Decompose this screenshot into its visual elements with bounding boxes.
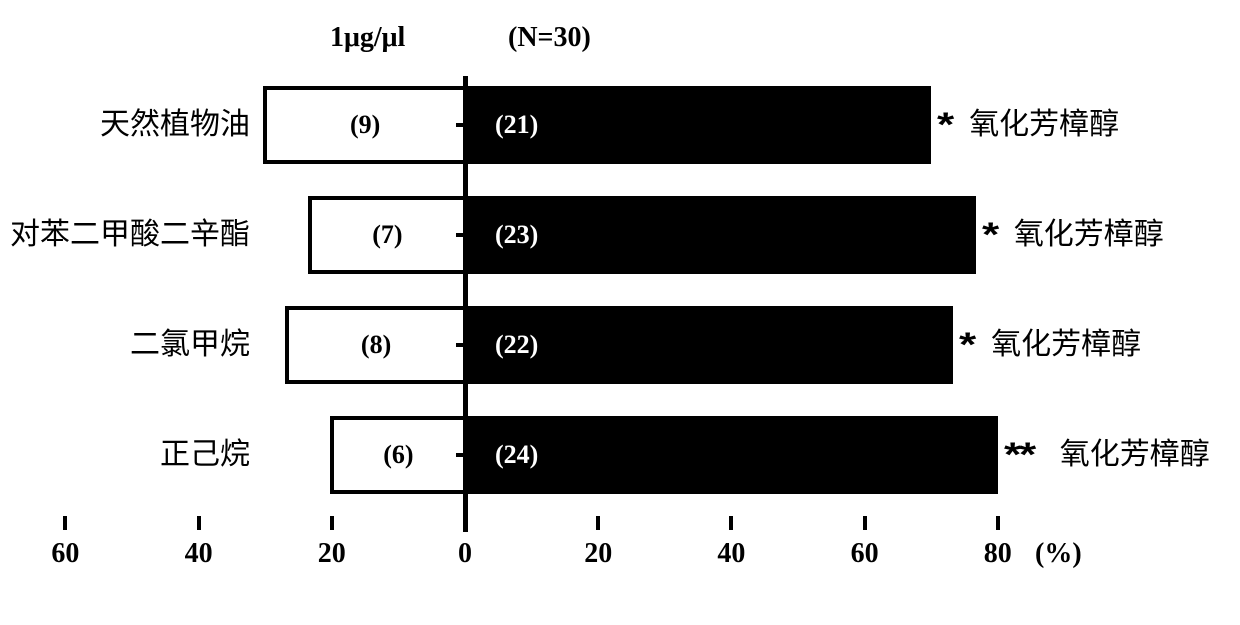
- x-axis-tick-label: 0: [458, 538, 472, 570]
- right-bar: (21): [465, 86, 931, 164]
- x-axis-tick: [63, 516, 67, 530]
- row-right-label: 氧化芳樟醇: [991, 330, 1211, 360]
- x-axis-tick: [863, 516, 867, 530]
- row-right-label: 氧化芳樟醇: [1014, 220, 1234, 250]
- left-bar-value: (9): [350, 110, 380, 140]
- diverging-bar-chart: 1μg/μl (N=30) (9) (21) (7) (23) (8) (22) (6) (2…: [0, 0, 1240, 625]
- significance-mark: *: [984, 216, 999, 255]
- x-axis-tick: [729, 516, 733, 530]
- x-axis: 604020020406080: [260, 524, 1000, 564]
- right-bar-value: (24): [495, 440, 538, 470]
- left-bar-value: (8): [361, 330, 391, 360]
- bar-row: (8) (22): [260, 300, 1000, 390]
- significance-mark: *: [939, 106, 954, 145]
- x-axis-tick-label: 80: [984, 538, 1012, 570]
- row-left-label: 正己烷: [0, 440, 250, 470]
- right-bar: (23): [465, 196, 976, 274]
- left-bar: (9): [263, 86, 463, 164]
- left-bar: (7): [308, 196, 463, 274]
- plot-area: (9) (21) (7) (23) (8) (22) (6) (24): [260, 80, 1000, 520]
- right-bar-value: (23): [495, 220, 538, 250]
- significance-mark: *: [961, 326, 976, 365]
- x-axis-tick: [463, 516, 467, 530]
- left-bar: (6): [330, 416, 463, 494]
- x-axis-tick: [996, 516, 1000, 530]
- x-axis-tick-label: 20: [584, 538, 612, 570]
- right-bar-value: (21): [495, 110, 538, 140]
- row-right-label: 氧化芳樟醇: [969, 110, 1189, 140]
- bar-row: (6) (24): [260, 410, 1000, 500]
- bar-row: (7) (23): [260, 190, 1000, 280]
- x-axis-unit: (%): [1035, 538, 1082, 570]
- x-axis-tick: [596, 516, 600, 530]
- bar-row: (9) (21): [260, 80, 1000, 170]
- x-axis-tick: [197, 516, 201, 530]
- right-bar: (24): [465, 416, 998, 494]
- left-bar-value: (7): [372, 220, 402, 250]
- significance-mark: **: [1006, 436, 1036, 475]
- right-bar: (22): [465, 306, 953, 384]
- row-left-label: 对苯二甲酸二辛酯: [0, 220, 250, 250]
- x-axis-tick-label: 40: [185, 538, 213, 570]
- x-axis-tick-label: 20: [318, 538, 346, 570]
- row-left-label: 二氯甲烷: [0, 330, 250, 360]
- left-bar-value: (6): [383, 440, 413, 470]
- header-concentration: 1μg/μl: [330, 22, 405, 54]
- left-bar: (8): [285, 306, 463, 384]
- x-axis-tick-label: 60: [51, 538, 79, 570]
- x-axis-tick: [330, 516, 334, 530]
- x-axis-tick-label: 40: [717, 538, 745, 570]
- row-left-label: 天然植物油: [0, 110, 250, 140]
- row-right-label: 氧化芳樟醇: [1060, 440, 1240, 470]
- x-axis-tick-label: 60: [851, 538, 879, 570]
- header-n-label: (N=30): [508, 22, 591, 54]
- right-bar-value: (22): [495, 330, 538, 360]
